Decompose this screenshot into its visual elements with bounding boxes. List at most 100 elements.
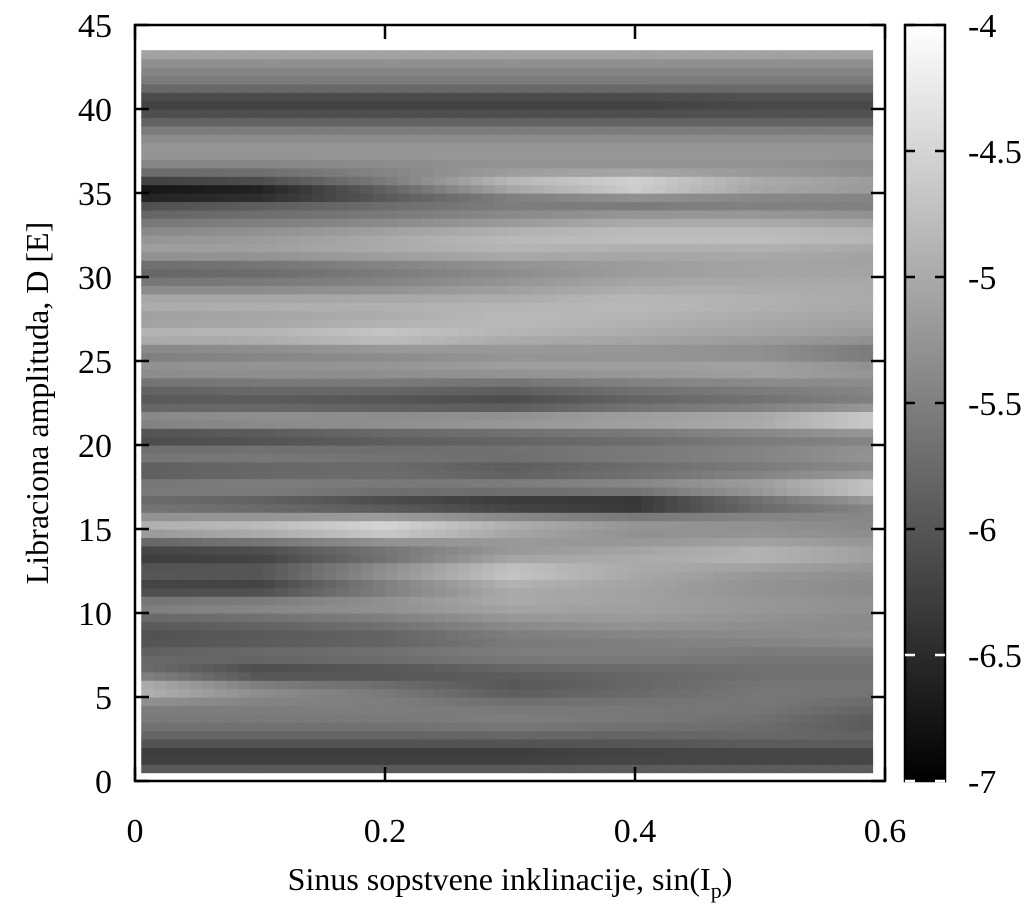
heatmap-cell [372, 369, 386, 379]
heatmap-cell [677, 470, 691, 480]
heatmap-cell [738, 537, 752, 547]
heatmap-cell [153, 134, 167, 144]
heatmap-cell [616, 184, 630, 194]
heatmap-cell [311, 83, 325, 93]
heatmap-cell [202, 428, 215, 438]
heatmap-cell [421, 655, 435, 664]
heatmap-cell [153, 554, 167, 564]
heatmap-cell [543, 151, 557, 160]
heatmap-cell [714, 302, 727, 312]
heatmap-cell [543, 285, 557, 295]
heatmap-cell [360, 436, 374, 446]
heatmap-cell [177, 587, 191, 597]
heatmap-cell [202, 453, 215, 463]
heatmap-cell [153, 83, 167, 93]
heatmap-cell [835, 621, 849, 631]
heatmap-cell [592, 722, 605, 732]
heatmap-cell [287, 764, 301, 774]
heatmap-cell [726, 226, 740, 236]
heatmap-cell [263, 495, 276, 505]
heatmap-cell [385, 445, 398, 454]
heatmap-cell [445, 730, 459, 740]
heatmap-cell [385, 764, 398, 774]
heatmap-cell [275, 554, 289, 564]
heatmap-cell [653, 739, 666, 748]
heatmap-cell [470, 319, 484, 328]
heatmap-cell [275, 109, 289, 118]
heatmap-cell [823, 562, 837, 572]
heatmap-cell [238, 125, 252, 135]
heatmap-cell [616, 419, 630, 429]
heatmap-cell [640, 235, 654, 244]
heatmap-cell [689, 386, 703, 396]
heatmap-cell [445, 747, 459, 757]
heatmap-cell [421, 587, 435, 597]
heatmap-cell [324, 478, 337, 488]
heatmap-cell [689, 470, 703, 480]
heatmap-cell [738, 293, 752, 303]
heatmap-cell [628, 260, 642, 270]
heatmap-cell [604, 92, 618, 102]
heatmap-cell [226, 503, 240, 513]
heatmap-cell [580, 352, 593, 362]
heatmap-cell [580, 302, 593, 312]
heatmap-cell [714, 537, 727, 547]
heatmap-cell [543, 352, 557, 362]
heatmap-cell [848, 243, 861, 253]
heatmap-cell [275, 512, 289, 522]
heatmap-cell [835, 562, 849, 572]
heatmap-cell [397, 134, 410, 144]
heatmap-cell [433, 604, 447, 614]
heatmap-cell [190, 394, 203, 404]
heatmap-cell [177, 285, 191, 295]
heatmap-cell [848, 571, 861, 580]
heatmap-cell [567, 327, 581, 337]
heatmap-cell [299, 562, 313, 572]
heatmap-cell [165, 327, 179, 337]
heatmap-cell [750, 436, 764, 446]
heatmap-cell [653, 159, 666, 169]
heatmap-cell [372, 167, 386, 177]
heatmap-cell [860, 604, 874, 614]
heatmap-cell [543, 184, 557, 194]
heatmap-cell [580, 596, 593, 606]
heatmap-cell [482, 167, 496, 177]
heatmap-cell [762, 167, 776, 177]
heatmap-cell [567, 394, 581, 404]
heatmap-cell [360, 83, 374, 93]
heatmap-cell [372, 529, 386, 538]
heatmap-cell [263, 663, 276, 673]
heatmap-cell [433, 184, 447, 194]
heatmap-cell [750, 335, 764, 345]
heatmap-cell [531, 445, 545, 454]
heatmap-cell [226, 260, 240, 270]
heatmap-cell [592, 361, 605, 370]
heatmap-cell [604, 621, 618, 631]
heatmap-cell [701, 386, 715, 396]
heatmap-cell [141, 537, 155, 547]
heatmap-cell [835, 554, 849, 564]
heatmap-cell [445, 377, 459, 387]
heatmap-cell [494, 688, 508, 698]
heatmap-cell [324, 319, 337, 328]
heatmap-cell [762, 327, 776, 337]
heatmap-cell [238, 697, 252, 706]
heatmap-cell [689, 764, 703, 774]
heatmap-cell [701, 503, 715, 513]
heatmap-cell [141, 419, 155, 429]
heatmap-cell [165, 369, 179, 379]
heatmap-cell [202, 268, 215, 278]
heatmap-cell [214, 755, 228, 765]
heatmap-cell [433, 730, 447, 740]
heatmap-cell [665, 411, 679, 421]
heatmap-cell [616, 461, 630, 471]
heatmap-cell [787, 411, 800, 421]
heatmap-cell [226, 453, 240, 463]
heatmap-cell [348, 579, 362, 589]
heatmap-cell [165, 92, 179, 102]
heatmap-cell [397, 428, 410, 438]
heatmap-cell [299, 151, 313, 160]
heatmap-cell [360, 100, 374, 110]
heatmap-cell [250, 344, 264, 354]
heatmap-cell [214, 562, 228, 572]
